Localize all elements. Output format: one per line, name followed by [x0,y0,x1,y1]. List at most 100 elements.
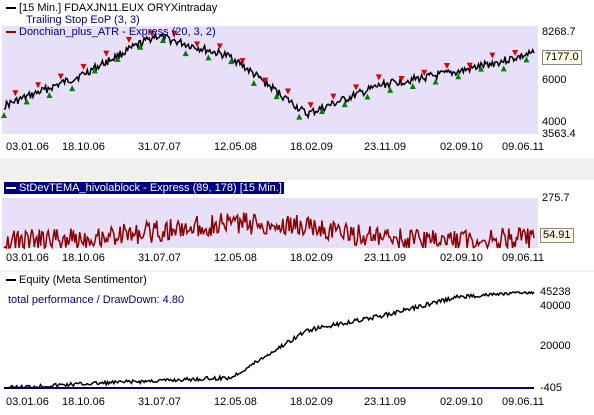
short-signal-marker [512,49,519,56]
date-label: 23.11.09 [364,396,407,408]
short-signal-marker [171,30,178,37]
equity-title: Equity (Meta Sentimentor) [19,274,147,286]
trailing-stop-legend: Trailing Stop EoP (3, 3) [26,14,140,26]
equity-y40000-label: 40000 [540,300,571,312]
performance-text: total performance / DrawDown: 4.80 [8,294,185,306]
long-signal-marker [523,56,530,63]
short-signal-marker [284,88,291,95]
date-label: 23.11.09 [364,141,407,153]
price-y4000-label: 4000 [542,116,567,128]
short-signal-marker [103,50,110,57]
long-signal-marker [228,58,235,65]
short-signal-marker [421,69,428,76]
date-label: 09.06.11 [502,252,545,264]
indicator-last-value: 54.91 [540,228,574,243]
date-label: 12.05.08 [214,252,257,264]
equity-pane[interactable]: Equity (Meta Sentimentor) total performa… [0,272,594,415]
short-signal-marker [216,43,223,50]
short-signal-marker [57,73,64,80]
short-signal-marker [443,62,450,69]
price-date-axis: 03.01.06 18.10.06 31.07.07 12.05.08 18.0… [0,141,594,155]
long-signal-marker [23,98,30,105]
short-signal-marker [466,62,473,69]
price-line [3,31,535,120]
date-label: 02.09.10 [440,141,483,153]
short-signal-marker [35,82,42,89]
equity-ymin-label: -405 [540,382,563,394]
stdev-line [3,212,535,251]
indicator-legend: StDevTEMA_hivolablock - Express (89, 178… [4,182,284,194]
long-signal-marker [69,85,76,92]
price-y6000-label: 6000 [542,74,567,86]
date-label: 09.06.11 [502,141,545,153]
long-signal-marker [205,54,212,61]
date-label: 03.01.06 [6,141,49,153]
long-signal-marker [296,113,303,120]
equity-line [3,290,535,390]
indicator-ymax-label: 275.7 [542,192,570,204]
price-pane[interactable]: [15 Min.] FDAXJN11.EUX ORYXintraday Trai… [0,0,594,158]
indicator-pane[interactable]: StDevTEMA_hivolablock - Express (89, 178… [0,180,594,270]
long-signal-marker [91,67,98,74]
equity-chart[interactable] [0,272,594,415]
indicator-title: StDevTEMA_hivolablock - Express (89, 178… [19,182,282,194]
short-signal-marker [330,93,337,100]
equity-legend: Equity (Meta Sentimentor) [6,274,147,286]
short-signal-marker [398,76,405,83]
short-signal-marker [125,36,132,43]
price-chart[interactable] [0,0,594,158]
date-label: 31.07.07 [138,252,181,264]
long-signal-marker [409,83,416,90]
price-title: [15 Min.] FDAXJN11.EUX ORYXintraday [19,2,218,14]
price-ymax-label: 8268.7 [542,26,576,38]
long-signal-marker [46,92,53,99]
date-label: 18.02.09 [290,396,333,408]
date-label: 18.10.06 [62,252,105,264]
short-signal-marker [80,63,87,70]
short-signal-marker [148,30,155,37]
short-signal-marker [239,58,246,65]
date-label: 12.05.08 [214,396,257,408]
donchian-legend-row: Donchian_plus_ATR - Express (20, 3, 2) [6,26,217,38]
long-signal-marker [1,111,7,118]
donchian-legend: Donchian_plus_ATR - Express (20, 3, 2) [19,26,216,38]
long-signal-marker [478,65,484,72]
long-signal-marker [455,73,462,80]
date-label: 02.09.10 [440,396,483,408]
date-label: 18.02.09 [290,141,333,153]
price-ymin-label: 3563.4 [542,128,576,140]
short-signal-marker [12,90,19,97]
indicator-chart[interactable] [0,180,594,270]
date-label: 12.05.08 [214,141,257,153]
short-signal-marker [307,102,314,109]
long-signal-marker [114,55,121,62]
date-label: 31.07.07 [138,396,181,408]
date-label: 03.01.06 [6,252,49,264]
indicator-date-axis: 03.01.06 18.10.06 31.07.07 12.05.08 18.0… [0,252,594,266]
short-signal-marker [375,74,382,81]
long-signal-marker [250,79,257,86]
date-label: 09.06.11 [502,396,545,408]
price-title-row: [15 Min.] FDAXJN11.EUX ORYXintraday [6,2,217,14]
short-signal-marker [262,77,269,84]
short-signal-marker [194,41,201,48]
price-legend: [15 Min.] FDAXJN11.EUX ORYXintraday Trai… [6,2,217,38]
price-last-value: 7177.0 [542,50,582,65]
long-signal-marker [319,108,325,115]
long-signal-marker [137,43,144,50]
short-signal-marker [353,84,360,91]
long-signal-marker [341,101,348,108]
long-signal-marker [364,93,371,100]
date-label: 18.02.09 [290,252,333,264]
long-signal-marker [160,37,166,44]
date-label: 23.11.09 [364,252,407,264]
date-label: 31.07.07 [138,141,181,153]
short-signal-marker [489,52,496,59]
long-signal-marker [387,86,394,93]
date-label: 03.01.06 [6,396,49,408]
equity-y20000-label: 20000 [540,340,571,352]
equity-date-axis: 03.01.06 18.10.06 31.07.07 12.05.08 18.0… [0,396,594,410]
long-signal-marker [432,78,439,85]
long-signal-marker [273,93,280,100]
date-label: 18.10.06 [62,396,105,408]
